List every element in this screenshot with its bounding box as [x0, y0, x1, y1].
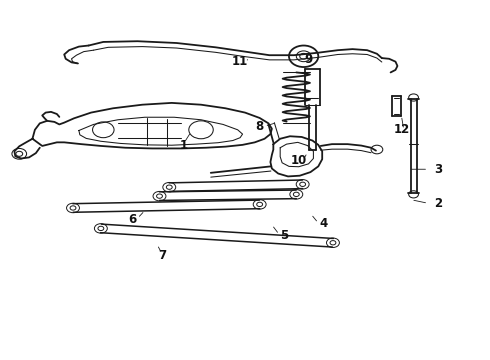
Text: 2: 2 [434, 197, 442, 210]
Text: 8: 8 [255, 120, 264, 133]
Text: 4: 4 [319, 216, 327, 230]
Text: 9: 9 [304, 53, 313, 66]
Text: 5: 5 [280, 229, 288, 242]
Text: 3: 3 [434, 163, 442, 176]
Text: 7: 7 [158, 249, 166, 262]
Text: 10: 10 [291, 154, 307, 167]
Text: 11: 11 [232, 55, 248, 68]
Text: 12: 12 [393, 123, 410, 136]
Text: 6: 6 [128, 213, 137, 226]
Text: 1: 1 [180, 139, 188, 152]
